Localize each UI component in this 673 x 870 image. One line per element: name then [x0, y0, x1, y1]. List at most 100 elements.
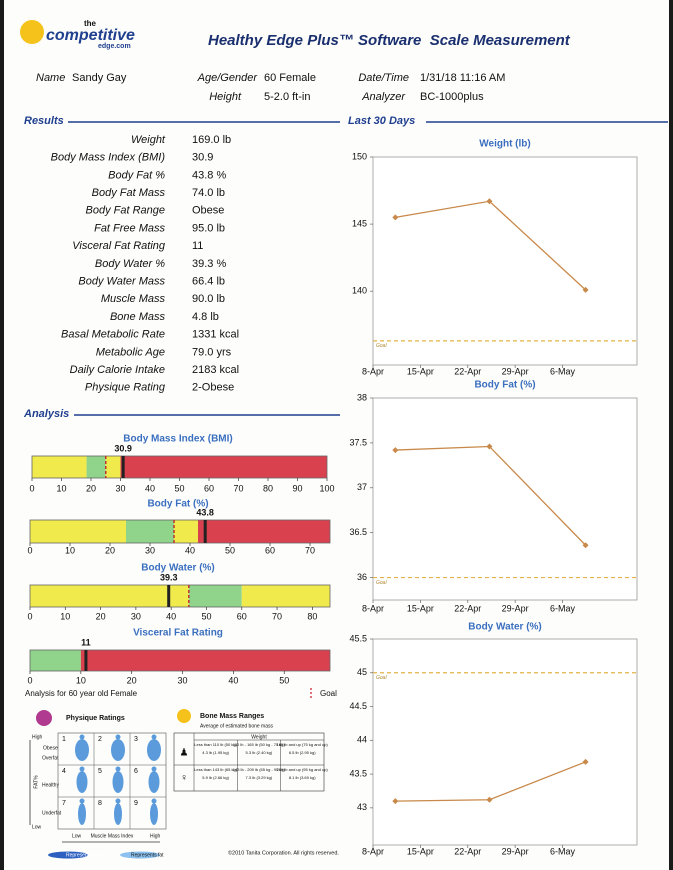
name: Sandy Gay: [72, 72, 127, 84]
x-tick-label: 22-Apr: [454, 603, 481, 613]
page: the competitive edge.com Healthy Edge Pl…: [0, 0, 673, 870]
figure-head: [80, 799, 85, 804]
bar-title: Visceral Fat Rating: [133, 628, 223, 639]
analyzer: BC-1000plus: [420, 91, 484, 103]
result-value: 90.0 lb: [192, 293, 225, 305]
figure-head: [152, 799, 157, 804]
zone: [30, 520, 126, 543]
zone: [126, 520, 174, 543]
footer: ©2010 Tanita Corporation. All rights res…: [228, 849, 339, 856]
x-tick-label: 0: [27, 545, 32, 555]
name-label: Name: [36, 72, 65, 84]
zone: [87, 456, 106, 478]
result-value: 74.0 lb: [192, 187, 225, 199]
icon: [36, 710, 52, 726]
row-label: Underfat: [42, 810, 62, 816]
zone: [198, 520, 330, 543]
result-value: 95.0 lb: [192, 222, 225, 234]
bone-cell: Less than 143 lb (65 kg): [194, 767, 238, 772]
result-value: 2183 kcal: [192, 364, 239, 376]
zone: [30, 585, 189, 607]
x-tick-label: 90: [292, 483, 302, 493]
bone-cell: 8.1 lb (3.69 kg): [289, 775, 316, 780]
figure: [75, 739, 89, 761]
x-tick-label: 40: [185, 545, 195, 555]
rating-number: 3: [134, 736, 138, 743]
zone: [106, 456, 121, 478]
zone: [81, 650, 330, 671]
x-tick-label: 40: [145, 483, 155, 493]
result-label: Body Fat %: [108, 169, 165, 181]
rating-number: 4: [62, 768, 66, 775]
y-tick-label: 145: [352, 218, 367, 228]
result-label: Basal Metabolic Rate: [61, 329, 165, 341]
x-tick-label: 80: [263, 483, 273, 493]
figure: [147, 739, 161, 761]
figure: [149, 771, 160, 793]
x-tick-label: 20: [86, 483, 96, 493]
x-tick-label: 30: [145, 545, 155, 555]
zone: [121, 456, 328, 478]
x-low: Low: [72, 833, 82, 839]
bar-title: Body Mass Index (BMI): [123, 434, 232, 445]
result-label: Body Fat Mass: [92, 187, 166, 199]
x-tick-label: 10: [65, 545, 75, 555]
x-tick-label: 40: [166, 611, 176, 621]
result-label: Physique Rating: [85, 382, 166, 394]
page-title: Healthy Edge Plus™ Software Scale Measur…: [208, 32, 571, 49]
goal-label: Goal: [376, 580, 387, 586]
row-label: Obese: [43, 745, 58, 751]
y-tick-label: 150: [352, 151, 367, 161]
result-value: 30.9: [192, 152, 213, 164]
figure: [77, 771, 88, 793]
figure-head: [80, 735, 85, 740]
chart-title: Body Fat (%): [474, 380, 535, 391]
y-tick-label: 36.5: [349, 527, 367, 537]
y-tick-label: 43: [357, 802, 367, 812]
goal-label: Goal: [376, 675, 387, 681]
female-icon: ♀: [180, 773, 188, 784]
age-gender: 60 Female: [264, 72, 316, 84]
x-tick-label: 29-Apr: [502, 603, 529, 613]
result-label: Visceral Fat Rating: [72, 240, 166, 252]
rating-number: 5: [98, 768, 102, 775]
y-low: Low: [32, 824, 42, 830]
result-value: 43.8 %: [192, 169, 226, 181]
figure: [111, 739, 125, 761]
rating-number: 1: [62, 736, 66, 743]
value-label: 39.3: [160, 572, 178, 582]
y-tick-label: 43.5: [349, 768, 367, 778]
bone-cell: 6.5 lb (2.95 kg): [289, 750, 316, 755]
result-label: Weight: [131, 134, 166, 146]
result-label: Body Mass Index (BMI): [51, 152, 166, 164]
result-label: Metabolic Age: [96, 346, 165, 358]
result-value: 1331 kcal: [192, 329, 239, 341]
x-tick-label: 50: [279, 675, 289, 685]
x-tick-label: 50: [201, 611, 211, 621]
bone-subtitle: Average of estimated bone mass: [200, 723, 274, 729]
x-tick-label: 30: [115, 483, 125, 493]
x-tick-label: 70: [233, 483, 243, 493]
bone-cell: 165 lb and up (75 kg and up): [277, 742, 329, 747]
x-tick-label: 50: [225, 545, 235, 555]
figure: [114, 803, 122, 825]
x-tick-label: 10: [76, 675, 86, 685]
y-tick-label: 44.5: [349, 701, 367, 711]
value-label: 30.9: [114, 443, 132, 453]
goal-legend: Goal: [320, 689, 337, 698]
value-marker: [84, 650, 87, 671]
result-label: Body Water Mass: [78, 276, 165, 288]
bone-cell: 209 lb and up (95 kg and up): [277, 767, 329, 772]
x-tick-label: 60: [265, 545, 275, 555]
value-marker: [167, 585, 170, 607]
x-tick-label: 0: [27, 611, 32, 621]
results-title: Results: [24, 115, 64, 127]
figure: [78, 803, 86, 825]
figure-head: [116, 799, 121, 804]
datetime-label: Date/Time: [358, 72, 409, 84]
x-tick-label: 10: [56, 483, 66, 493]
x-tick-label: 6-May: [550, 603, 576, 613]
value-marker: [122, 456, 125, 478]
value-label: 11: [81, 637, 91, 647]
result-value: 4.8 lb: [192, 311, 219, 323]
